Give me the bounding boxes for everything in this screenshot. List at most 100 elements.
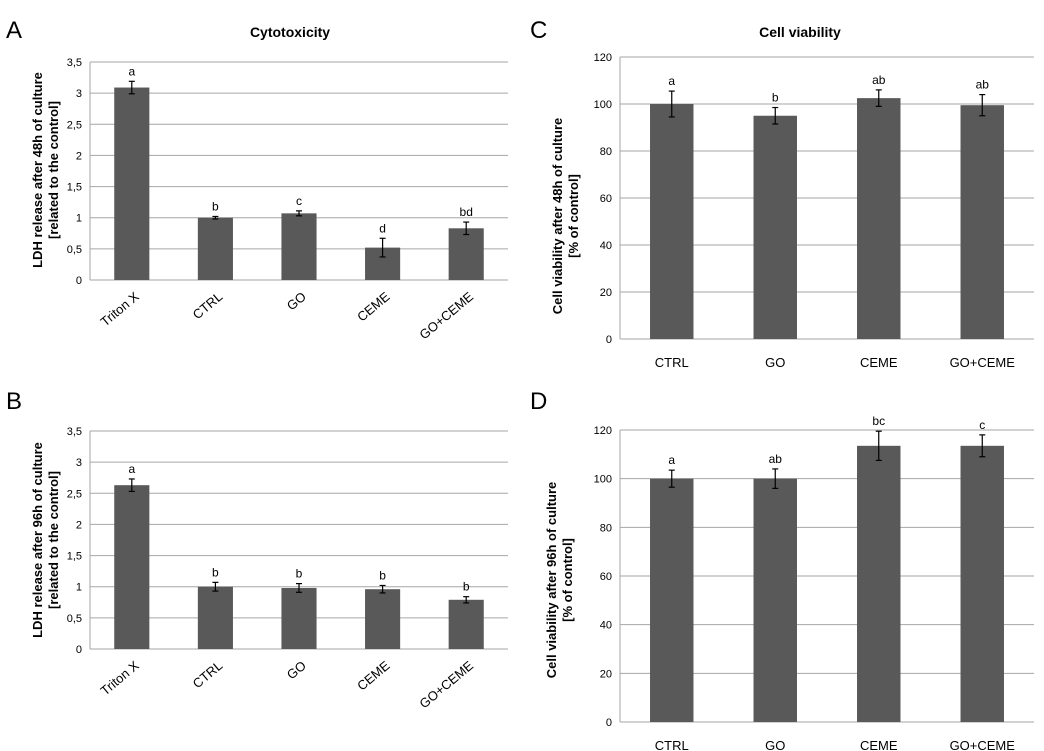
panel-a-ylabel-line-1: LDH release after 48h of culture (30, 72, 45, 268)
panel-c-y-tick-label: 40 (600, 240, 612, 252)
panel-d-y-tick-label: 80 (600, 522, 612, 534)
panel-d-significance-label: c (979, 418, 985, 432)
panel-c-y-tick-label: 20 (600, 287, 612, 299)
panel-a-bar (114, 87, 150, 280)
panel-b-bar (114, 485, 150, 649)
panel-a-y-tick-label: 3,5 (67, 57, 82, 69)
panel-c-category-label: GO+CEME (950, 355, 1016, 370)
panel-letter-b: B (6, 388, 22, 415)
panel-a-y-tick-label: 1,5 (67, 182, 82, 194)
panel-c-bar (857, 98, 901, 339)
panel-c-bar (753, 115, 797, 339)
panel-d-bar (960, 445, 1004, 722)
panel-b-y-tick-label: 2 (76, 519, 82, 531)
panel-b-ylabel-line-2: [related to the control] (46, 471, 61, 609)
panel-letter-c: C (530, 17, 547, 44)
panel-b-ylabel-line-1: LDH release after 96h of culture (30, 442, 45, 638)
panel-c-ylabel-line-1: Cell viability after 48h of culture (550, 118, 565, 315)
panel-d-bar (753, 478, 797, 722)
panel-c-significance-label: b (772, 91, 779, 105)
panel-d-significance-label: ab (769, 452, 783, 466)
panel-b: B LDH release after 96h of culture [rela… (6, 388, 508, 711)
panel-b-y-tick-label: 1 (76, 582, 82, 594)
panel-b-significance-label: b (379, 568, 386, 582)
panel-c-ylabel-line-2: [% of control] (566, 174, 581, 258)
panel-b-category-label: GO+CEME (416, 658, 476, 712)
panel-a-category-label: GO+CEME (416, 289, 476, 343)
panel-a-title: Cytotoxicity (250, 24, 330, 40)
panel-b-category-label: CTRL (190, 658, 226, 691)
panel-c-bar (650, 104, 694, 339)
panel-d-bar (857, 445, 901, 722)
panel-d-category-label: GO (765, 738, 785, 751)
panel-a-y-tick-label: 0,5 (67, 244, 82, 256)
panel-letter-a: A (6, 17, 22, 44)
panel-a-significance-label: d (379, 221, 386, 235)
panel-a-y-tick-label: 2 (76, 150, 82, 162)
panel-b-bar (365, 589, 401, 649)
panel-d-significance-label: bc (872, 414, 885, 428)
panel-d-y-tick-label: 0 (606, 717, 612, 729)
panel-c-y-tick-label: 120 (594, 52, 612, 64)
panel-a-category-label: Triton X (98, 289, 142, 330)
panel-d-y-tick-label: 120 (594, 425, 612, 437)
panel-c-category-label: CTRL (655, 355, 689, 370)
panel-c-significance-label: a (668, 74, 675, 88)
panel-letter-d: D (530, 388, 547, 415)
panel-d-bar (650, 478, 694, 722)
panel-b-y-tick-label: 1,5 (67, 551, 82, 563)
panel-d-y-tick-label: 20 (600, 668, 612, 680)
panel-d-y-tick-label: 60 (600, 571, 612, 583)
panel-c-significance-label: ab (872, 73, 886, 87)
panel-c-significance-label: ab (976, 78, 990, 92)
panel-a-plot: 0 0,5 1 1,5 2 2,5 3 3,5 a Triton X b CTRL c GO d CEME bd… (67, 57, 508, 342)
panel-d-category-label: GO+CEME (950, 738, 1016, 751)
panel-a-y-tick-label: 2,5 (67, 119, 82, 131)
panel-c-bar (960, 105, 1004, 339)
panel-b-category-label: CEME (354, 658, 393, 694)
panel-c-category-label: GO (765, 355, 785, 370)
panel-c: C Cell viability Cell viability after 48… (530, 17, 1034, 370)
panel-b-significance-label: b (296, 567, 303, 581)
panel-c-y-tick-label: 80 (600, 146, 612, 158)
panel-c-y-tick-label: 100 (594, 99, 612, 111)
panel-d: D Cell viability after 96h of culture [%… (530, 388, 1034, 751)
panel-b-y-tick-label: 3 (76, 457, 82, 469)
panel-a-category-label: CEME (354, 289, 393, 325)
panel-b-significance-label: b (212, 565, 219, 579)
panel-d-ylabel-line-1: Cell viability after 96h of culture (544, 482, 559, 679)
panel-a-bar (448, 228, 484, 280)
panel-d-y-tick-label: 40 (600, 620, 612, 632)
panel-c-y-tick-label: 0 (606, 334, 612, 346)
panel-c-category-label: CEME (860, 355, 898, 370)
panel-a-category-label: GO (284, 289, 309, 313)
panel-a-ylabel-line-2: [related to the control] (46, 101, 61, 239)
panel-a-significance-label: b (212, 199, 219, 213)
panel-d-plot: 0 20 40 60 80 100 120 a CTRL ab GO bc CEME c GO+CEME (594, 414, 1034, 751)
panel-a-significance-label: bd (460, 205, 473, 219)
panel-b-y-tick-label: 2,5 (67, 488, 82, 500)
panel-b-significance-label: a (128, 462, 135, 476)
panel-b-y-tick-label: 0 (76, 644, 82, 656)
panel-a-y-tick-label: 0 (76, 275, 82, 287)
panel-a-significance-label: c (296, 194, 302, 208)
panel-a-bar (197, 217, 233, 280)
panel-b-category-label: GO (284, 658, 309, 682)
panel-b-bar (448, 599, 484, 649)
panel-b-bar (197, 586, 233, 649)
panel-d-category-label: CTRL (655, 738, 689, 751)
panel-b-category-label: Triton X (98, 658, 142, 699)
panel-b-bar (281, 587, 317, 649)
panel-b-y-tick-label: 0,5 (67, 613, 82, 625)
panel-b-y-tick-label: 3,5 (67, 426, 82, 438)
panel-b-significance-label: b (463, 580, 470, 594)
panel-c-y-tick-label: 60 (600, 193, 612, 205)
panel-d-category-label: CEME (860, 738, 898, 751)
panel-a-significance-label: a (128, 64, 135, 78)
panel-b-plot: 0 0,5 1 1,5 2 2,5 3 3,5 a Triton X b CTRL b GO b CEME b G… (67, 426, 508, 711)
panel-c-plot: 0 20 40 60 80 100 120 a CTRL b GO ab CEME ab GO+CEME (594, 52, 1034, 370)
panel-d-significance-label: a (668, 453, 675, 467)
panel-a: A Cytotoxicity LDH release after 48h of … (6, 17, 508, 342)
panel-a-y-tick-label: 3 (76, 88, 82, 100)
